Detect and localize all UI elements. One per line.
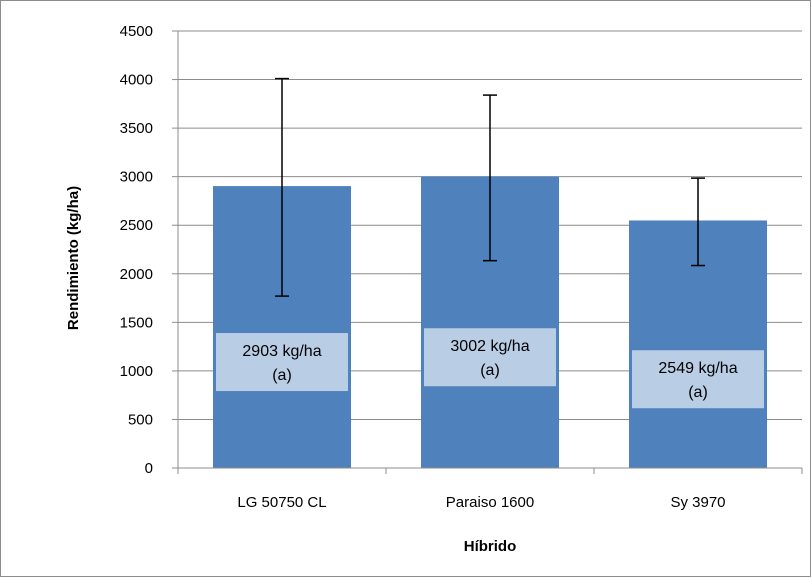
x-axis-title: Híbrido [464, 538, 517, 555]
data-label-box [424, 328, 556, 387]
y-axis-title: Rendimiento (kg/ha) [65, 186, 82, 330]
data-label-box [216, 333, 348, 392]
error-bars [275, 77, 705, 297]
y-tick-label: 3500 [120, 120, 153, 137]
axes [177, 31, 803, 474]
data-labels: 2903 kg/ha (a) 3002 kg/ha (a) 2549 kg/ha (a) [216, 328, 764, 409]
y-tick-label: 500 [128, 411, 153, 428]
x-tick-label: Paraiso 1600 [446, 494, 534, 511]
x-tick-label: LG 50750 CL [237, 494, 326, 511]
y-tick-label: 2500 [120, 217, 153, 234]
y-tick-labels: 0 500 1000 1500 2000 2500 3000 3500 4000 4500 [120, 23, 153, 477]
data-label-value: 3002 kg/ha [450, 338, 529, 355]
data-label-value: 2903 kg/ha [242, 343, 321, 360]
y-tick-label: 1500 [120, 314, 153, 331]
y-tick-label: 0 [145, 460, 153, 477]
y-tick-label: 1000 [120, 363, 153, 380]
y-tick-label: 3000 [120, 169, 153, 186]
data-label-group: (a) [480, 362, 500, 379]
x-tick-label: Sy 3970 [670, 494, 725, 511]
y-tick-label: 4500 [120, 23, 153, 40]
y-tick-label: 2000 [120, 266, 153, 283]
data-label-value: 2549 kg/ha [658, 360, 737, 377]
data-label-box [632, 350, 764, 409]
data-label-group: (a) [272, 367, 292, 384]
x-tick-labels: LG 50750 CL Paraiso 1600 Sy 3970 [237, 494, 725, 511]
data-label-group: (a) [688, 384, 708, 401]
y-tick-label: 4000 [120, 72, 153, 89]
